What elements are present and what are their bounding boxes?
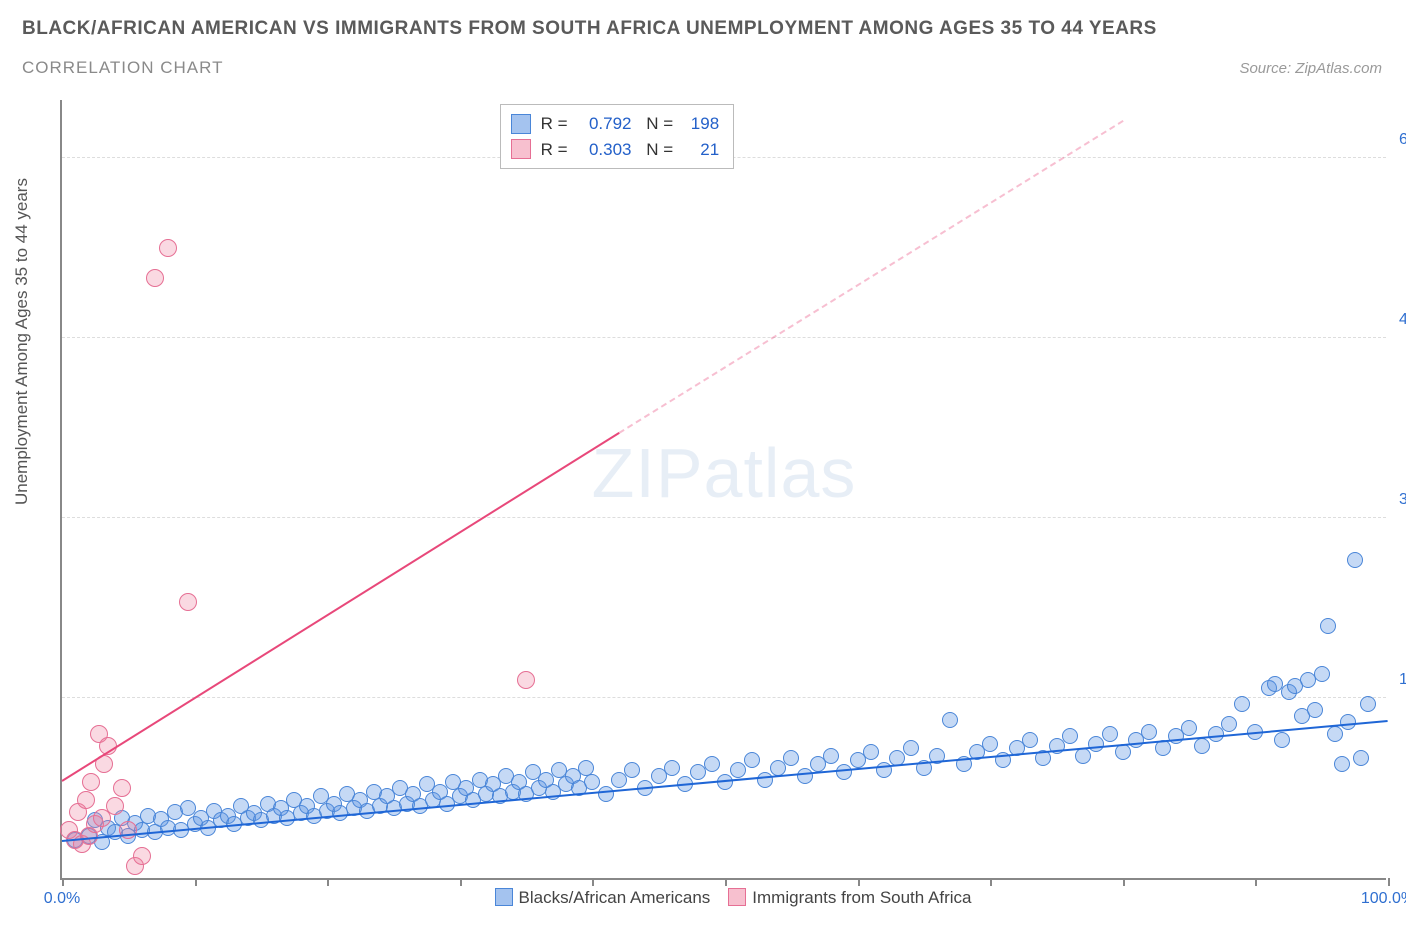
data-point-blacks [903,740,919,756]
data-point-blacks [1221,716,1237,732]
data-point-blacks [1062,728,1078,744]
data-point-blacks [783,750,799,766]
data-point-immigrants [113,779,131,797]
data-point-immigrants [106,797,124,815]
stats-swatch [511,114,531,134]
y-tick-label: 30.0% [1391,491,1406,509]
data-point-blacks [1234,696,1250,712]
legend-label: Blacks/African Americans [519,888,711,907]
data-point-blacks [1274,732,1290,748]
data-point-blacks [1194,738,1210,754]
x-tick [592,878,594,886]
data-point-blacks [797,768,813,784]
data-point-immigrants [517,671,535,689]
data-point-blacks [757,772,773,788]
stats-row: R = 0.792 N = 198 [511,111,720,137]
data-point-blacks [982,736,998,752]
source-attribution: Source: ZipAtlas.com [1239,60,1382,77]
stats-r-value: 0.792 [578,111,632,137]
trend-line [62,720,1388,842]
data-point-blacks [1327,726,1343,742]
data-point-blacks [863,744,879,760]
chart-area: Unemployment Among Ages 35 to 44 years Z… [50,100,1386,910]
data-point-blacks [1022,732,1038,748]
x-tick [1123,878,1125,886]
x-tick [195,878,197,886]
data-point-immigrants [77,791,95,809]
stats-row: R = 0.303 N = 21 [511,137,720,163]
trend-line [61,432,619,782]
x-tick [858,878,860,886]
data-point-blacks [1314,666,1330,682]
data-point-blacks [1347,552,1363,568]
data-point-blacks [704,756,720,772]
x-tick [1255,878,1257,886]
stats-box: R = 0.792 N = 198 R = 0.303 N = 21 [500,104,735,169]
data-point-blacks [598,786,614,802]
legend-swatch [728,888,746,906]
data-point-blacks [1320,618,1336,634]
gridline [62,697,1386,698]
data-point-blacks [584,774,600,790]
data-point-immigrants [82,773,100,791]
plot-region: ZIPatlas 15.0%30.0%45.0%60.0%0.0%100.0%B… [60,100,1386,880]
x-tick [460,878,462,886]
y-tick-label: 15.0% [1391,671,1406,689]
gridline [62,337,1386,338]
data-point-immigrants [146,269,164,287]
data-point-blacks [744,752,760,768]
stats-n-label: N = [642,137,674,163]
chart-subtitle: CORRELATION CHART [22,58,224,78]
y-axis-title: Unemployment Among Ages 35 to 44 years [12,178,32,505]
data-point-blacks [1360,696,1376,712]
x-tick [725,878,727,886]
x-tick [327,878,329,886]
data-point-blacks [1102,726,1118,742]
data-point-blacks [942,712,958,728]
gridline [62,517,1386,518]
legend: Blacks/African Americans Immigrants from … [62,888,1386,908]
data-point-blacks [836,764,852,780]
stats-n-value: 21 [683,137,719,163]
x-tick [990,878,992,886]
data-point-blacks [1353,750,1369,766]
data-point-blacks [1334,756,1350,772]
legend-label: Immigrants from South Africa [752,888,971,907]
watermark: ZIPatlas [592,433,857,513]
chart-title: BLACK/AFRICAN AMERICAN VS IMMIGRANTS FRO… [22,18,1406,40]
x-tick [62,878,64,886]
data-point-blacks [624,762,640,778]
data-point-blacks [664,760,680,776]
legend-swatch [495,888,513,906]
data-point-immigrants [159,239,177,257]
data-point-blacks [823,748,839,764]
data-point-blacks [1181,720,1197,736]
stats-r-label: R = [541,137,568,163]
data-point-blacks [1307,702,1323,718]
stats-n-label: N = [642,111,674,137]
data-point-immigrants [179,593,197,611]
stats-swatch [511,139,531,159]
stats-r-value: 0.303 [578,137,632,163]
y-tick-label: 45.0% [1391,311,1406,329]
stats-n-value: 198 [683,111,719,137]
data-point-blacks [1141,724,1157,740]
y-tick-label: 60.0% [1391,131,1406,149]
stats-r-label: R = [541,111,568,137]
data-point-immigrants [133,847,151,865]
x-tick [1388,878,1390,886]
